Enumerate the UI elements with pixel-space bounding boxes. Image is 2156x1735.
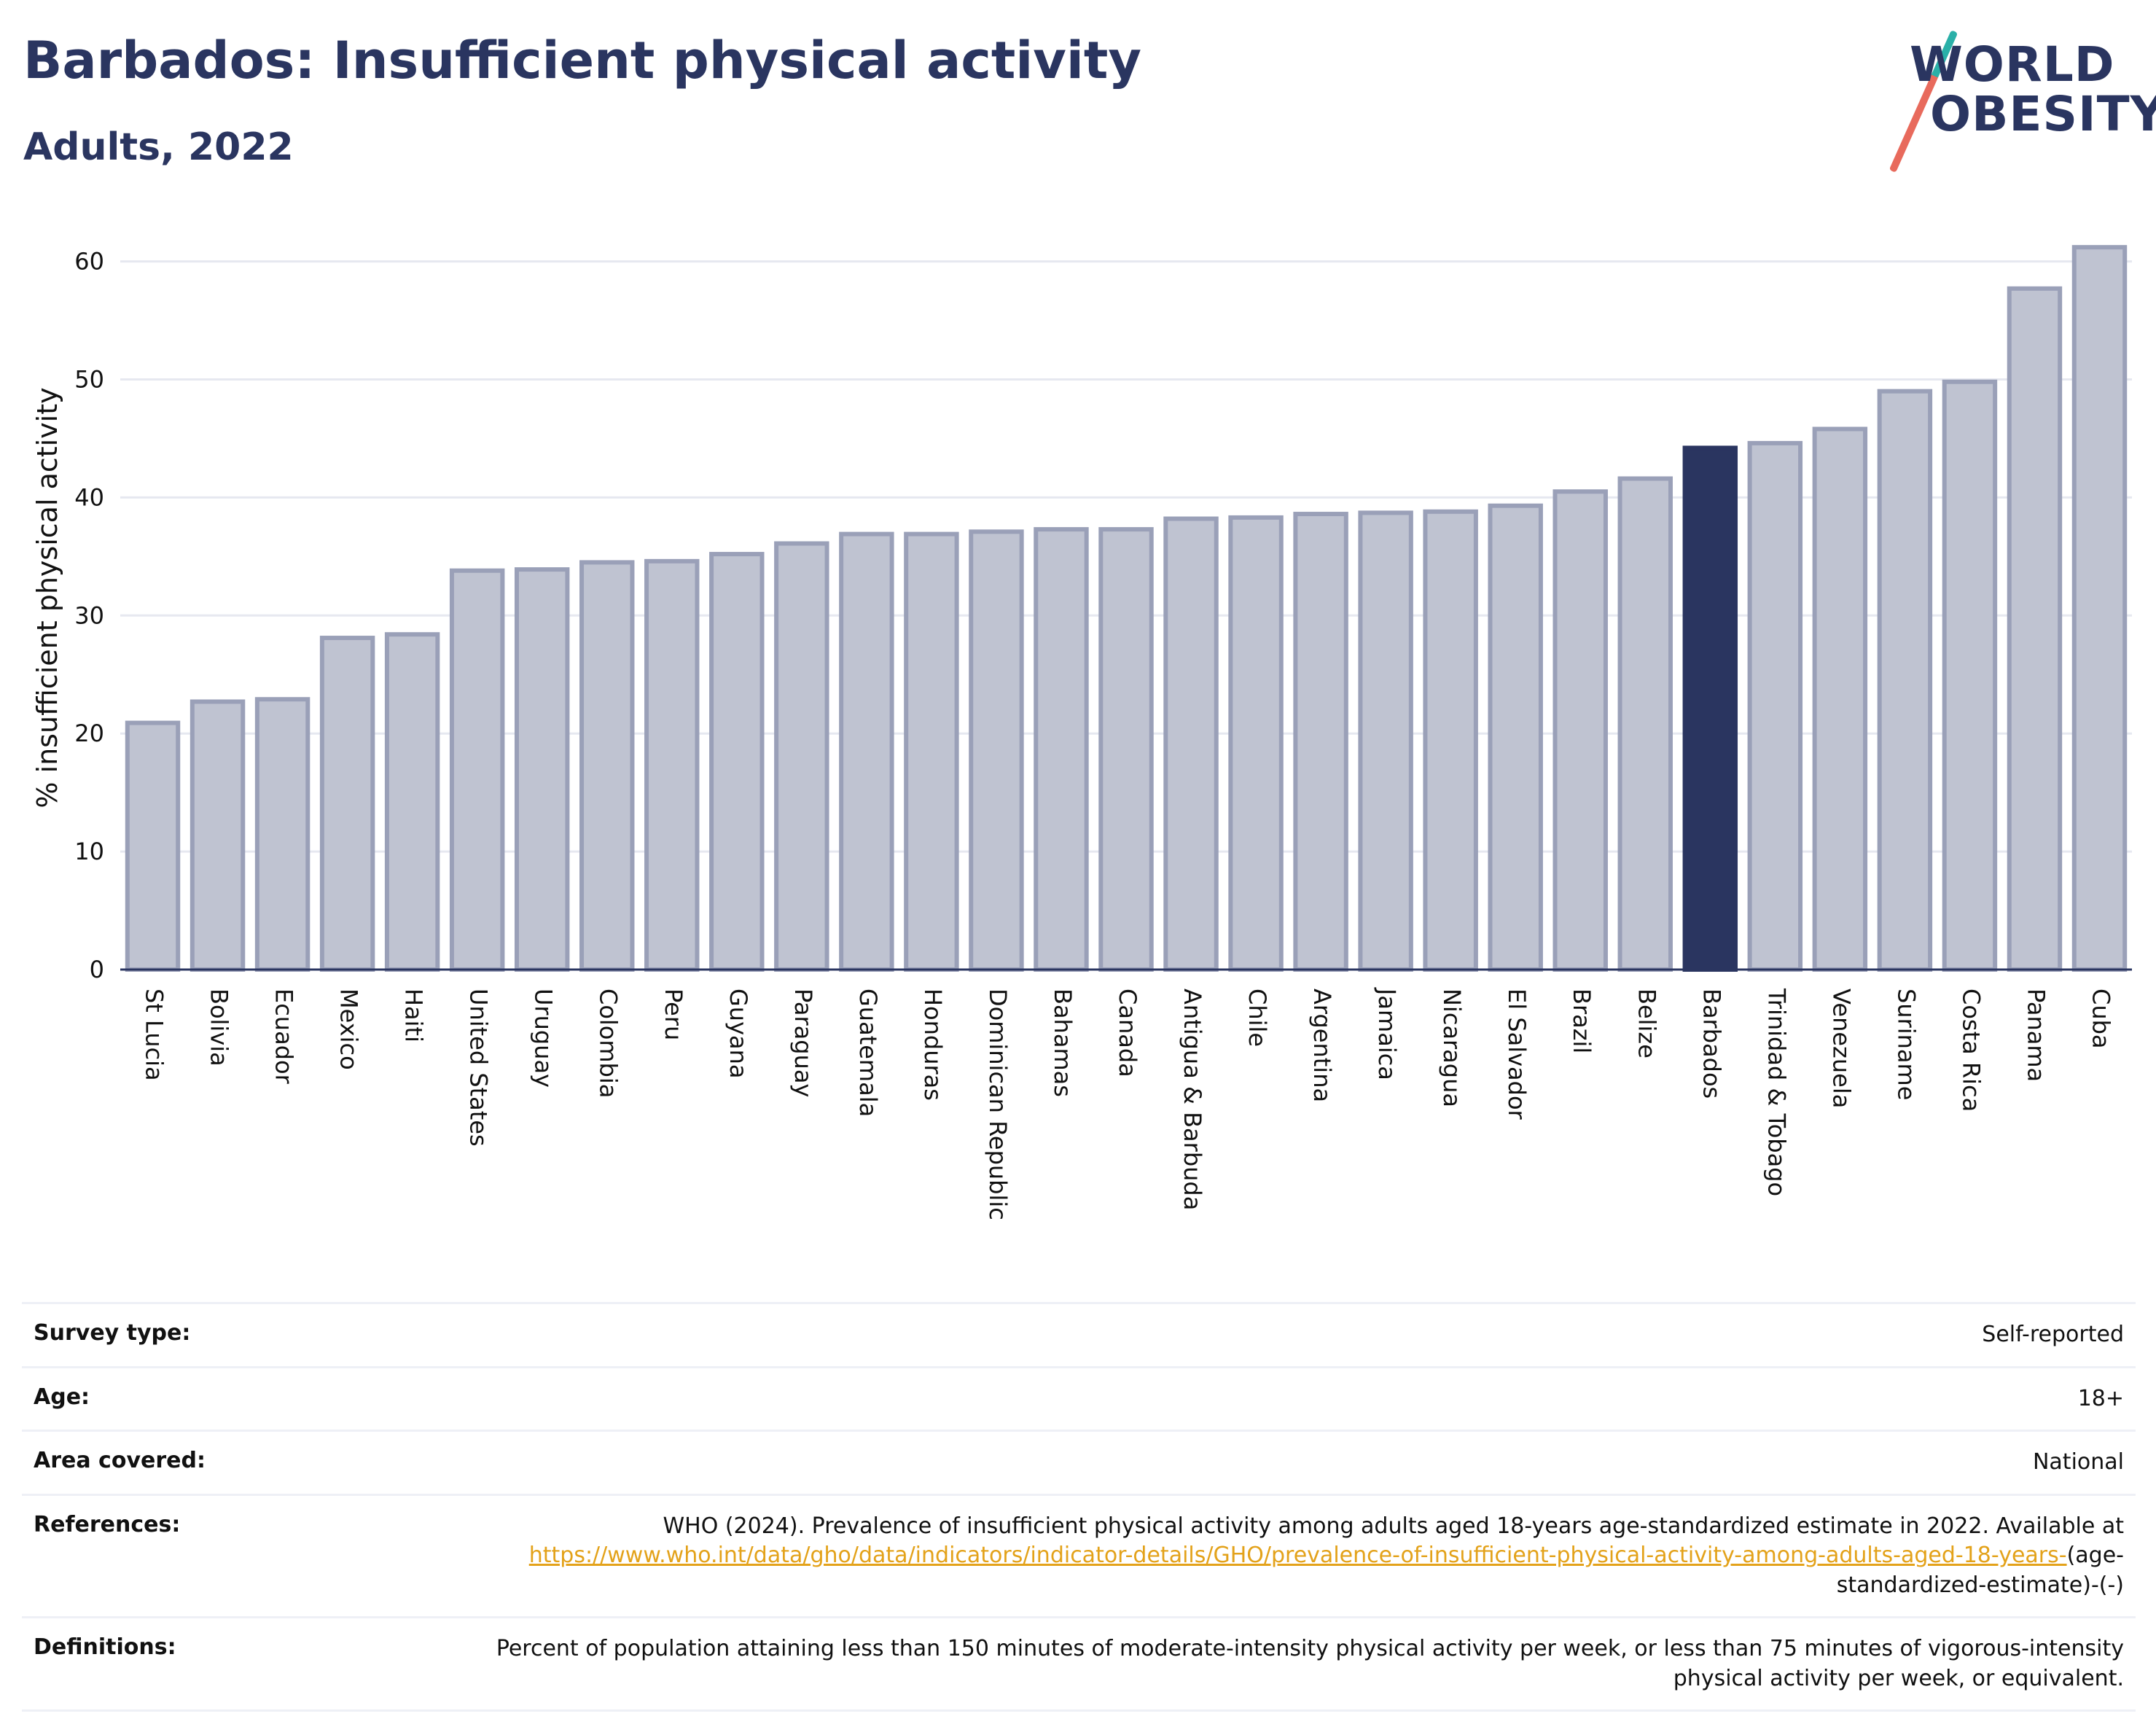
- chart-title: Barbados: Insufficient physical activity: [23, 31, 1141, 90]
- bar-belize: [1617, 476, 1673, 972]
- x-tick-label: Colombia: [595, 989, 622, 1098]
- bar-dominican-republic: [969, 529, 1024, 972]
- bar-el-salvador: [1488, 503, 1543, 972]
- bar-costa-rica: [1942, 379, 1998, 972]
- x-tick-label: El Salvador: [1503, 989, 1531, 1120]
- x-tick-label: Brazil: [1568, 989, 1595, 1053]
- bar-paraguay: [774, 541, 829, 972]
- y-tick-label: 30: [74, 601, 104, 629]
- bar-chile: [1228, 515, 1284, 972]
- bar-argentina: [1293, 512, 1348, 972]
- x-tick-label: Nicaragua: [1438, 989, 1466, 1107]
- x-tick-label: Guatemala: [854, 989, 882, 1117]
- bar-guyana: [709, 552, 765, 972]
- x-tick-label: Suriname: [1892, 989, 1920, 1100]
- bar-barbados: [1682, 445, 1738, 972]
- x-tick-label: Jamaica: [1373, 987, 1401, 1080]
- references-text: WHO (2024). Prevalence of insufficient p…: [663, 1513, 2124, 1539]
- bar-united-states: [449, 568, 505, 972]
- x-tick-label: Trinidad & Tobago: [1762, 988, 1790, 1196]
- y-axis-title: % insufficient physical activity: [31, 387, 63, 808]
- bar-haiti: [384, 632, 440, 972]
- logo-line2: OBESITY: [1930, 86, 2156, 142]
- x-tick-label: Bolivia: [206, 989, 233, 1067]
- y-tick-label: 40: [74, 483, 104, 511]
- y-axis: 0 10 20 30 40 50 60: [74, 248, 104, 983]
- definitions-label: Definitions:: [34, 1634, 176, 1660]
- x-tick-label: Venezuela: [1827, 989, 1855, 1108]
- x-tick-label: Antigua & Barbuda: [1179, 989, 1206, 1210]
- bar-st-lucia: [125, 720, 181, 972]
- definitions-value: Percent of population attaining less tha…: [496, 1636, 2124, 1691]
- info-table: Survey type: Self-reported Age: 18+ Area…: [22, 1302, 2136, 1712]
- x-tick-label: Barbados: [1698, 989, 1725, 1099]
- bar-colombia: [579, 560, 635, 972]
- y-tick-label: 60: [74, 248, 104, 276]
- logo-line1: WORLD: [1910, 36, 2115, 93]
- info-row-survey-type: Survey type: Self-reported: [22, 1302, 2136, 1366]
- area-value: National: [2032, 1449, 2124, 1475]
- x-tick-label: Ecuador: [270, 989, 298, 1085]
- references-value: WHO (2024). Prevalence of insufficient p…: [484, 1512, 2124, 1601]
- x-tick-label: Dominican Republic: [984, 989, 1012, 1220]
- bar-chart: 0 10 20 30 40 50 60 St Lucia Bolivia Ecuador Mexi…: [31, 245, 2132, 1220]
- references-label: References:: [34, 1511, 181, 1537]
- chart-subtitle: Adults, 2022: [23, 125, 294, 169]
- bar-bahamas: [1034, 527, 1089, 972]
- bar-uruguay: [514, 567, 570, 972]
- x-tick-label: Cuba: [2087, 989, 2114, 1049]
- survey-type-label: Survey type:: [34, 1320, 191, 1346]
- bar-honduras: [904, 531, 959, 972]
- bar-guatemala: [839, 531, 894, 972]
- bar-brazil: [1552, 489, 1608, 972]
- world-obesity-logo: WORLD OBESITY: [1889, 29, 2156, 173]
- y-tick-label: 0: [90, 956, 104, 983]
- x-tick-label: Belize: [1633, 989, 1660, 1058]
- bar-suriname: [1877, 389, 1933, 972]
- x-tick-label: United States: [465, 989, 493, 1147]
- bar-cuba: [2071, 245, 2128, 972]
- x-tick-label: Guyana: [724, 989, 752, 1079]
- y-tick-label: 10: [74, 838, 104, 865]
- x-tick-label: Costa Rica: [1957, 989, 1985, 1112]
- x-tick-label: Haiti: [400, 989, 428, 1042]
- bar-trinidad-tobago: [1747, 440, 1803, 972]
- x-tick-label: St Lucia: [141, 989, 168, 1081]
- bar-panama: [2007, 286, 2063, 972]
- info-row-references: References: WHO (2024). Prevalence of in…: [22, 1493, 2136, 1617]
- age-value: 18+: [2077, 1385, 2124, 1411]
- y-tick-label: 20: [74, 720, 104, 747]
- x-tick-label: Argentina: [1308, 989, 1336, 1102]
- references-suffix: (age-standardized-estimate)-(-): [1836, 1543, 2124, 1598]
- x-tick-label: Panama: [2022, 989, 2050, 1082]
- x-tick-label: Canada: [1114, 989, 1141, 1077]
- x-tick-label: Uruguay: [530, 989, 558, 1088]
- bar-venezuela: [1812, 426, 1868, 972]
- x-tick-label: Paraguay: [789, 989, 817, 1097]
- y-tick-label: 50: [74, 365, 104, 393]
- bar-bolivia: [190, 699, 246, 972]
- x-axis: St Lucia Bolivia Ecuador Mexico Haiti United …: [120, 968, 2132, 1220]
- x-tick-label: Mexico: [335, 989, 363, 1070]
- x-tick-label: Peru: [660, 989, 687, 1040]
- references-link[interactable]: https://www.who.int/data/gho/data/indica…: [528, 1543, 2067, 1568]
- x-tick-label: Bahamas: [1049, 989, 1077, 1097]
- bar-ecuador: [254, 697, 310, 972]
- bar-nicaragua: [1423, 509, 1478, 972]
- area-label: Area covered:: [34, 1448, 206, 1473]
- bar-peru: [644, 558, 700, 972]
- info-row-definitions: Definitions: Percent of population attai…: [22, 1616, 2136, 1712]
- bar-antigua-barbuda: [1163, 516, 1219, 972]
- survey-type-value: Self-reported: [1982, 1322, 2124, 1347]
- x-tick-label: Chile: [1243, 989, 1271, 1047]
- bar-mexico: [319, 636, 375, 972]
- info-row-age: Age: 18+: [22, 1365, 2136, 1430]
- age-label: Age:: [34, 1384, 90, 1410]
- info-row-area: Area covered: National: [22, 1430, 2136, 1494]
- x-tick-label: Honduras: [919, 989, 947, 1101]
- bar-canada: [1098, 527, 1154, 972]
- bars: [125, 245, 2128, 972]
- bar-jamaica: [1358, 510, 1413, 972]
